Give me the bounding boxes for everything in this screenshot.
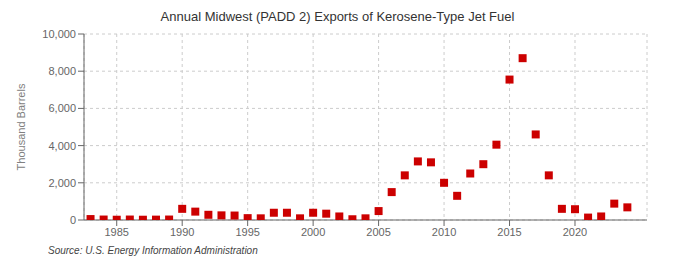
svg-text:6,000: 6,000 [48,102,76,114]
svg-text:10,000: 10,000 [42,28,76,40]
html-text:Source: U.S. Energy Informatio: Source: U.S. Energy Information Administ… [48,245,258,256]
svg-text:Thousand Barrels: Thousand Barrels [15,83,27,170]
svg-text:2005: 2005 [366,226,390,238]
svg-text:2010: 2010 [432,226,456,238]
svg-text:1990: 1990 [170,226,194,238]
svg-text:0: 0 [70,214,76,226]
svg-text:2,000: 2,000 [48,177,76,189]
svg-text:1985: 1985 [104,226,128,238]
html-text:Annual Midwest (PADD 2) Export: Annual Midwest (PADD 2) Exports of Keros… [160,9,515,24]
svg-text:8,000: 8,000 [48,65,76,77]
svg-text:2000: 2000 [301,226,325,238]
svg-text:2015: 2015 [497,226,521,238]
svg-text:4,000: 4,000 [48,140,76,152]
svg-text:2020: 2020 [563,226,587,238]
svg-text:1995: 1995 [235,226,259,238]
